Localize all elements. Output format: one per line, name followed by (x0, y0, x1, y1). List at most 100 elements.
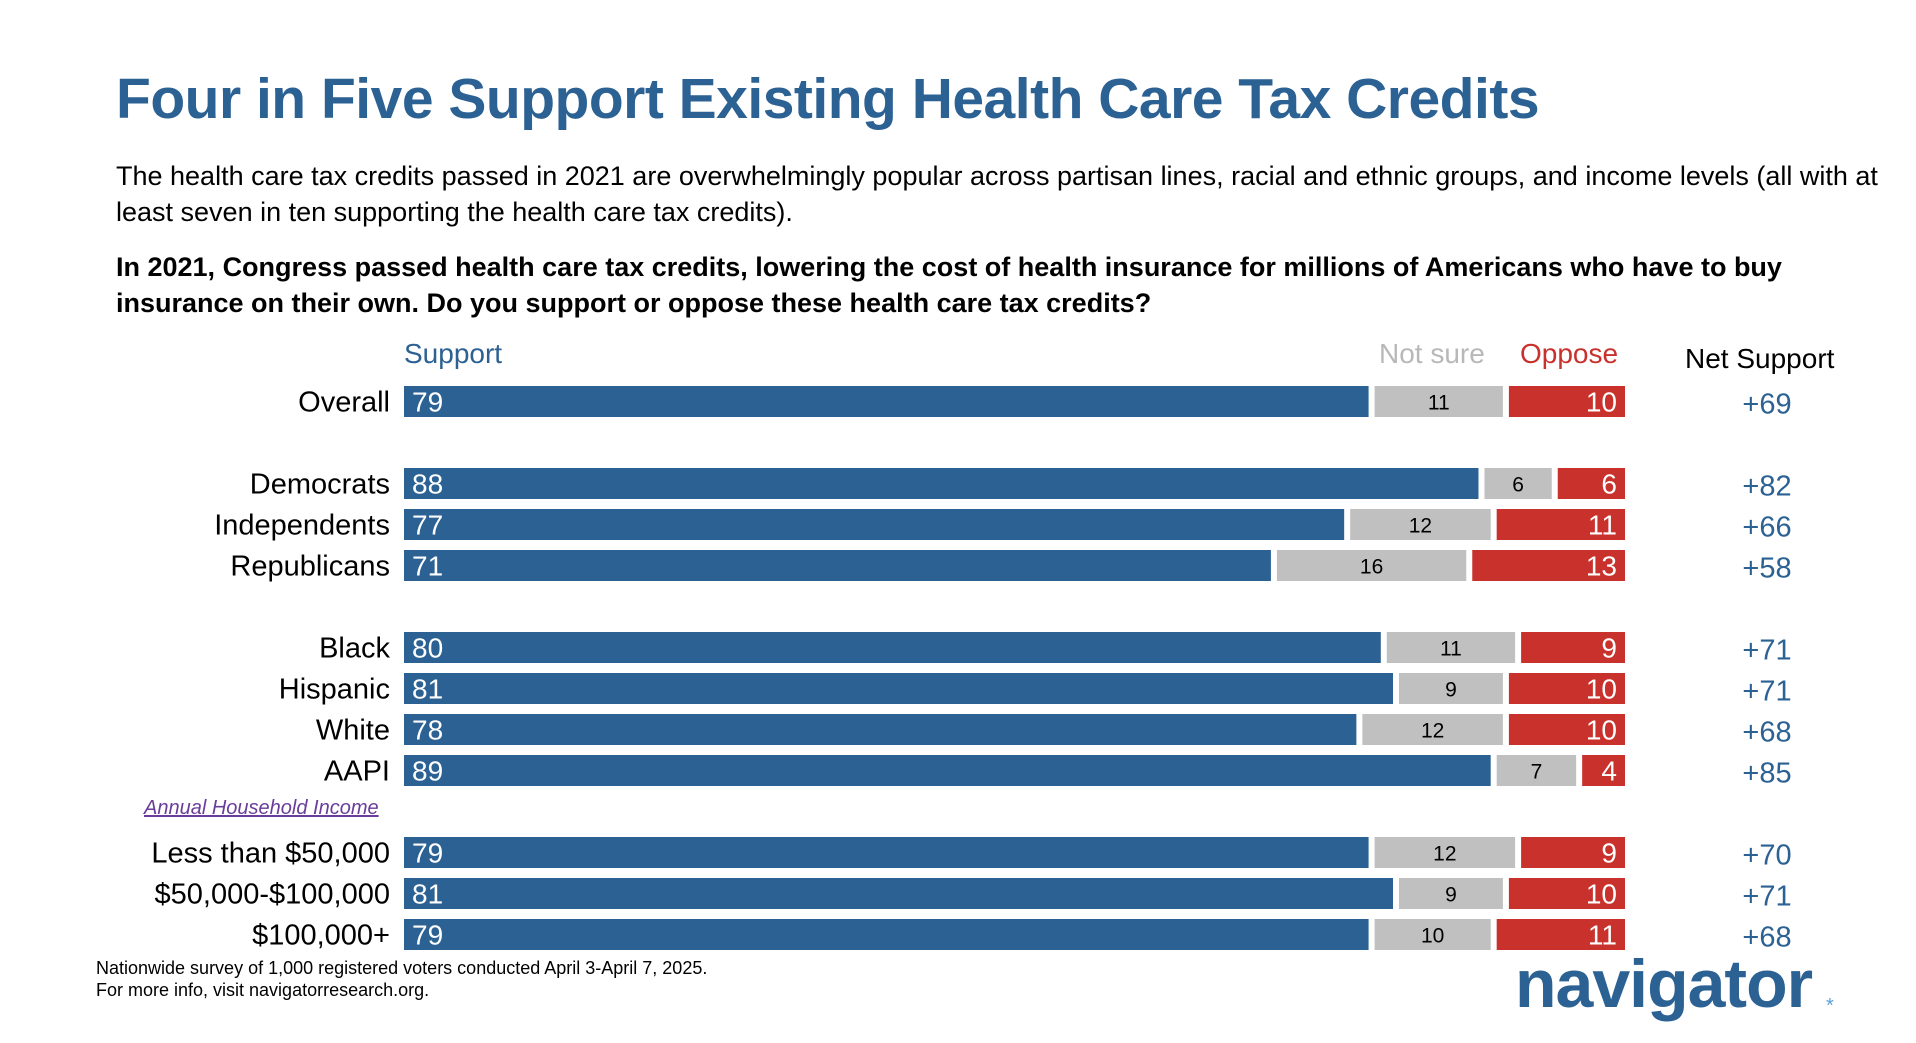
net-support-value: +68 (1742, 922, 1791, 954)
support-value: 79 (412, 387, 443, 418)
legend-oppose: Oppose (1520, 338, 1619, 369)
footnote: Nationwide survey of 1,000 registered vo… (96, 957, 707, 1001)
not-sure-value: 11 (1428, 392, 1450, 415)
support-value: 77 (412, 510, 443, 541)
oppose-bar (1508, 386, 1625, 417)
not-sure-value: 11 (1440, 638, 1462, 661)
oppose-bar (1521, 632, 1625, 663)
support-bar (404, 509, 1345, 540)
oppose-value: 10 (1586, 387, 1617, 418)
support-value: 89 (412, 756, 443, 787)
support-value: 79 (412, 838, 443, 869)
support-bar (404, 673, 1394, 704)
not-sure-bar (1374, 386, 1503, 417)
support-bar (404, 755, 1491, 786)
navigator-logo: navigator (1515, 946, 1813, 1022)
row-label: Republicans (230, 551, 390, 583)
row-label: Democrats (250, 469, 390, 501)
row-label: Independents (214, 510, 390, 542)
subtitle: The health care tax credits passed in 20… (116, 161, 1878, 227)
footnote-line-1: Nationwide survey of 1,000 registered vo… (96, 958, 708, 978)
oppose-value: 11 (1588, 920, 1617, 951)
support-value: 81 (412, 674, 443, 705)
support-bar (404, 550, 1271, 581)
oppose-value: 10 (1586, 879, 1617, 910)
page-title: Four in Five Support Existing Health Car… (116, 67, 1540, 131)
oppose-bar (1557, 468, 1625, 499)
not-sure-bar (1374, 919, 1491, 950)
oppose-bar (1472, 550, 1625, 581)
not-sure-value: 16 (1360, 556, 1383, 579)
oppose-value: 13 (1586, 551, 1617, 582)
not-sure-value: 7 (1531, 761, 1543, 784)
support-bar (404, 468, 1479, 499)
oppose-bar (1508, 673, 1625, 704)
not-sure-bar (1350, 509, 1491, 540)
support-value: 71 (412, 551, 443, 582)
oppose-value: 6 (1601, 469, 1617, 500)
oppose-bar (1496, 509, 1625, 540)
oppose-value: 10 (1586, 715, 1617, 746)
net-support-value: +58 (1742, 553, 1791, 585)
support-bar (404, 632, 1381, 663)
oppose-value: 4 (1601, 756, 1617, 787)
not-sure-bar (1276, 550, 1467, 581)
oppose-bar (1521, 837, 1625, 868)
net-support-value: +70 (1742, 840, 1791, 872)
row-label: White (316, 715, 390, 747)
support-value: 88 (412, 469, 443, 500)
not-sure-bar (1484, 468, 1552, 499)
legend-not-sure: Not sure (1379, 338, 1485, 369)
support-bar (404, 714, 1357, 745)
row-label: $50,000-$100,000 (155, 879, 390, 911)
oppose-bar (1496, 919, 1625, 950)
not-sure-bar (1399, 673, 1503, 704)
oppose-bar (1582, 755, 1625, 786)
support-value: 81 (412, 879, 443, 910)
row-label: Overall (298, 387, 390, 419)
not-sure-value: 10 (1421, 925, 1444, 948)
row-label: AAPI (324, 756, 390, 788)
not-sure-bar (1399, 878, 1503, 909)
footnote-line-2: For more info, visit navigatorresearch.o… (96, 980, 430, 1000)
survey-question: In 2021, Congress passed health care tax… (116, 252, 1782, 318)
row-label: Hispanic (279, 674, 390, 706)
net-support-value: +66 (1742, 512, 1791, 544)
not-sure-bar (1386, 632, 1516, 663)
oppose-value: 9 (1601, 838, 1617, 869)
net-support-value: +71 (1742, 676, 1791, 708)
not-sure-value: 6 (1512, 474, 1524, 497)
net-support-value: +85 (1742, 758, 1791, 790)
support-bar (404, 919, 1369, 950)
not-sure-value: 9 (1445, 884, 1457, 907)
support-value: 79 (412, 920, 443, 951)
not-sure-value: 12 (1409, 515, 1432, 538)
support-value: 78 (412, 715, 443, 746)
oppose-value: 11 (1588, 510, 1617, 541)
net-support-value: +68 (1742, 717, 1791, 749)
not-sure-value: 12 (1433, 843, 1456, 866)
oppose-bar (1508, 878, 1625, 909)
not-sure-bar (1496, 755, 1577, 786)
not-sure-value: 12 (1421, 720, 1444, 743)
legend-support: Support (404, 338, 503, 369)
support-bar (404, 386, 1369, 417)
oppose-value: 10 (1586, 674, 1617, 705)
net-support-value: +69 (1742, 389, 1791, 421)
not-sure-bar (1374, 837, 1516, 868)
not-sure-bar (1362, 714, 1503, 745)
logo-mark-icon: * (1826, 995, 1834, 1017)
income-group-label[interactable]: Annual Household Income (144, 797, 379, 819)
net-support-value: +71 (1742, 881, 1791, 913)
support-value: 80 (412, 633, 443, 664)
oppose-value: 9 (1601, 633, 1617, 664)
row-label: Black (319, 633, 390, 665)
oppose-bar (1508, 714, 1625, 745)
row-label: $100,000+ (252, 920, 390, 952)
net-support-value: +71 (1742, 635, 1791, 667)
not-sure-value: 9 (1445, 679, 1457, 702)
legend-net-support: Net Support (1685, 343, 1835, 374)
row-label: Less than $50,000 (151, 838, 390, 870)
support-bar (404, 837, 1369, 868)
